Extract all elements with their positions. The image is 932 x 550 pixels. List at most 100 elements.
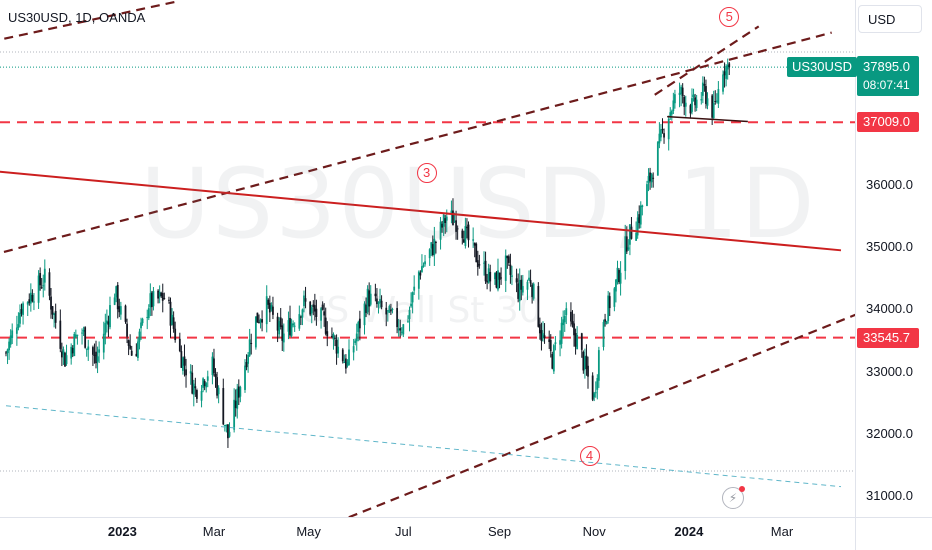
- candle-body: [93, 354, 96, 356]
- candle-body: [107, 321, 110, 325]
- candle-body: [182, 357, 184, 371]
- candle-body: [119, 306, 122, 315]
- candle-body: [259, 319, 262, 323]
- elliott-wave-label[interactable]: 5: [719, 7, 740, 28]
- candle-body: [580, 333, 583, 350]
- candle-body: [419, 272, 422, 276]
- elliott-wave-label[interactable]: 4: [579, 445, 600, 466]
- candle-body: [548, 339, 551, 343]
- candle-body: [281, 325, 284, 341]
- candle-body: [355, 333, 358, 342]
- candle-body: [341, 349, 344, 362]
- candle-body: [462, 239, 465, 243]
- candle-body: [102, 333, 105, 353]
- candle-body: [51, 306, 54, 315]
- candle-body: [161, 293, 164, 301]
- time-tick-label: 2023: [107, 524, 137, 539]
- lower-line: [5, 405, 842, 488]
- candle-body: [258, 322, 260, 324]
- candle-body: [194, 386, 197, 389]
- candle-body: [472, 239, 475, 241]
- candle-body: [391, 308, 394, 310]
- lightning-icon[interactable]: ⚡: [722, 486, 745, 509]
- candle-body: [71, 347, 74, 354]
- candle-body: [189, 371, 192, 374]
- candle-body: [19, 312, 21, 324]
- candle-body: [357, 321, 360, 333]
- candle-body: [116, 284, 119, 310]
- candle-body: [239, 386, 242, 397]
- candle-body: [594, 392, 597, 394]
- time-tick-label: Mar: [770, 524, 794, 539]
- candle-body: [104, 323, 107, 335]
- candle-body: [379, 298, 381, 304]
- candle-body: [498, 272, 501, 280]
- candle-body: [293, 325, 296, 327]
- candle-body: [146, 316, 149, 318]
- candle-body: [399, 328, 402, 331]
- candle-body: [439, 221, 442, 240]
- candle-body: [674, 94, 676, 104]
- candles: [5, 58, 731, 448]
- candle-body: [287, 320, 290, 332]
- candle-body: [28, 299, 31, 303]
- candle-body: [369, 293, 372, 305]
- candle-body: [467, 224, 470, 241]
- candle-body: [195, 390, 198, 399]
- candle-body: [413, 286, 416, 291]
- candle-body: [126, 323, 128, 337]
- candle-body: [147, 308, 150, 319]
- candle-body: [641, 205, 644, 208]
- candle-body: [475, 243, 478, 263]
- candle-body: [141, 318, 144, 324]
- price-tick-label: 31000.0: [866, 488, 913, 503]
- candle-body: [22, 303, 24, 315]
- candle-body: [689, 105, 692, 114]
- candle-body: [365, 304, 367, 313]
- description-watermark: US Wall St 30: [300, 290, 542, 331]
- candle-body: [15, 327, 18, 334]
- candle-body: [397, 328, 400, 331]
- candle-body: [660, 129, 662, 138]
- bar-countdown: 08:07:41: [863, 78, 910, 92]
- candle-body: [456, 228, 459, 230]
- candle-body: [476, 260, 479, 268]
- candle-body: [618, 270, 620, 282]
- time-tick-label: May: [296, 524, 321, 539]
- last-price-label: 37895.0 08:07:41: [857, 56, 919, 96]
- level-label-lower: 33545.7: [857, 327, 919, 348]
- candle-body: [562, 319, 565, 326]
- candle-body: [124, 305, 127, 322]
- currency-button[interactable]: USD: [858, 5, 922, 33]
- symbol-title[interactable]: US30USD, 1D, OANDA: [8, 10, 146, 25]
- candle-body: [234, 400, 237, 409]
- candle-body: [396, 308, 399, 328]
- candle-body: [725, 66, 728, 79]
- candle-body: [441, 223, 444, 228]
- candle-body: [520, 279, 523, 290]
- candle-body: [303, 295, 305, 307]
- candle-body: [73, 333, 76, 357]
- candle-body: [225, 424, 228, 427]
- time-tick-label: Nov: [582, 524, 606, 539]
- candle-body: [615, 279, 617, 292]
- candle-body: [140, 322, 142, 329]
- candle-body: [607, 295, 610, 322]
- candle-body: [331, 335, 333, 337]
- candle-body: [152, 291, 155, 307]
- candle-body: [70, 346, 73, 359]
- candle-body: [672, 100, 675, 111]
- elliott-wave-label[interactable]: 3: [416, 162, 437, 183]
- symbol-watermark: US30USD, 1D: [140, 148, 817, 260]
- candle-body: [706, 98, 709, 106]
- candle-body: [206, 376, 209, 381]
- candle-body: [573, 323, 575, 336]
- price-tick-label: 33000.0: [866, 363, 913, 379]
- candle-body: [191, 372, 194, 394]
- candle-body: [484, 260, 487, 282]
- time-axis-separator: [0, 517, 932, 518]
- candle-body: [486, 280, 489, 283]
- candle-body: [495, 272, 498, 288]
- candle-body: [629, 224, 631, 245]
